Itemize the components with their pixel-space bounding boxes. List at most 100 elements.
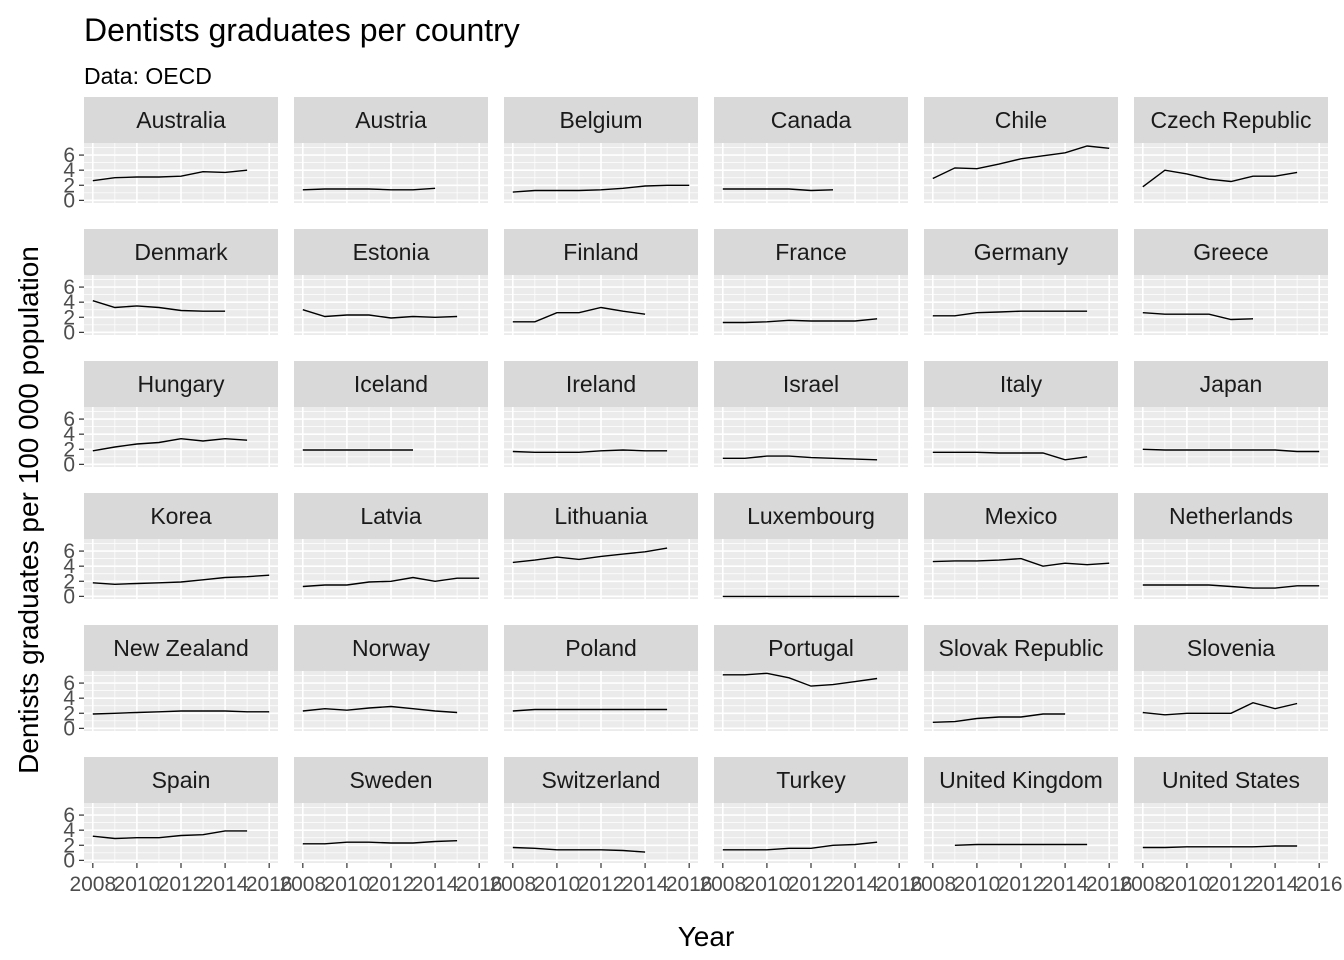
- facet-strip-label: New Zealand: [113, 635, 249, 661]
- facet-strip-label: Hungary: [138, 371, 225, 397]
- series-line: [92, 710, 270, 715]
- y-tick-label: 2: [63, 702, 75, 725]
- y-tick-label: 4: [63, 687, 75, 710]
- x-tick-label: 2014: [622, 873, 669, 896]
- facet-strip: [504, 625, 698, 671]
- x-tick-label: 2014: [412, 873, 459, 896]
- facet-strip: [924, 361, 1118, 407]
- facet-strip-label: United States: [1162, 767, 1300, 793]
- facet-panel: Norway: [294, 625, 488, 731]
- series-line: [92, 437, 248, 452]
- facet-strip-label: Iceland: [354, 371, 428, 397]
- y-tick-label: 6: [63, 408, 75, 431]
- x-tick-label: 2012: [998, 873, 1045, 896]
- series-line: [512, 184, 690, 193]
- series-line: [1142, 312, 1254, 321]
- x-tick-label: 2014: [1042, 873, 1089, 896]
- x-tick-label: 2016: [1296, 873, 1343, 896]
- facet-strip-label: Belgium: [559, 107, 642, 133]
- facet-strip-label: United Kingdom: [939, 767, 1103, 793]
- facet-strip: [1134, 493, 1328, 539]
- facet-strip: [714, 229, 908, 275]
- facet-strip-label: Mexico: [985, 503, 1058, 529]
- facet-strip-label: Denmark: [134, 239, 228, 265]
- y-tick-label: 4: [63, 819, 75, 842]
- y-axis-title: Dentists graduates per 100 000 populatio…: [13, 246, 44, 774]
- facet-strip-label: Czech Republic: [1150, 107, 1311, 133]
- series-line: [1142, 845, 1298, 849]
- x-tick-label: 2010: [744, 873, 791, 896]
- x-tick-label: 2014: [1252, 873, 1299, 896]
- facet-panel: Finland: [504, 229, 698, 335]
- y-tick-label: 2: [63, 834, 75, 857]
- facet-strip-label: Poland: [565, 635, 637, 661]
- y-tick-label: 4: [63, 159, 75, 182]
- facet-panel: Iceland: [294, 361, 488, 467]
- facet-strip-label: Spain: [152, 767, 211, 793]
- series-line: [932, 713, 1066, 723]
- x-tick-label: 2016: [246, 873, 293, 896]
- facet-strip: [714, 361, 908, 407]
- series-line: [512, 708, 668, 712]
- x-axis-title: Year: [678, 921, 735, 952]
- facet-strip-label: France: [775, 239, 847, 265]
- y-tick-label: 2: [63, 174, 75, 197]
- facet-panel: Mexico: [924, 493, 1118, 599]
- facet-strip: [84, 97, 278, 143]
- series-line: [722, 455, 878, 461]
- series-line: [722, 318, 878, 324]
- chart-subtitle: Data: OECD: [84, 63, 212, 89]
- x-tick-label: 2010: [324, 873, 371, 896]
- chart-title: Dentists graduates per country: [84, 12, 520, 48]
- y-tick-label: 2: [63, 438, 75, 461]
- facet-strip: [294, 361, 488, 407]
- facet-panel: Italy: [924, 361, 1118, 467]
- facet-strip: [924, 757, 1118, 803]
- series-line: [722, 188, 834, 192]
- facet-strip-label: Ireland: [566, 371, 636, 397]
- facet-strip: [504, 361, 698, 407]
- facet-strip-label: Portugal: [768, 635, 854, 661]
- facet-strip: [714, 625, 908, 671]
- facet-panel: Canada: [714, 97, 908, 203]
- y-tick-label: 0: [63, 189, 75, 212]
- facet-strip: [714, 757, 908, 803]
- series-line: [512, 449, 668, 453]
- facet-strip: [1134, 757, 1328, 803]
- facet-strip-label: Switzerland: [542, 767, 661, 793]
- facet-strip-label: Austria: [355, 107, 427, 133]
- facet-panel: Israel: [714, 361, 908, 467]
- facet-strip: [294, 625, 488, 671]
- facet-strip-label: Sweden: [349, 767, 432, 793]
- series-line: [512, 846, 646, 853]
- y-tick-label: 4: [63, 291, 75, 314]
- series-line: [722, 841, 878, 851]
- series-line: [1142, 701, 1298, 716]
- y-tick-label: 0: [63, 585, 75, 608]
- facet-strip-label: Turkey: [776, 767, 846, 793]
- x-tick-label: 2008: [69, 873, 116, 896]
- facet-strip: [84, 625, 278, 671]
- facet-strip-label: Korea: [150, 503, 212, 529]
- x-tick-label: 2014: [832, 873, 879, 896]
- facet-panel: Netherlands: [1134, 493, 1328, 599]
- facet-panel: Belgium: [504, 97, 698, 203]
- x-tick-label: 2016: [666, 873, 713, 896]
- facet-panel: Czech Republic: [1134, 97, 1328, 203]
- facet-strip: [714, 493, 908, 539]
- facet-strip-label: Luxembourg: [747, 503, 875, 529]
- series-line: [954, 843, 1088, 846]
- facet-strip-label: Netherlands: [1169, 503, 1293, 529]
- series-line: [92, 574, 270, 586]
- facet-strip-label: Finland: [563, 239, 638, 265]
- facet-strip: [924, 625, 1118, 671]
- x-tick-label: 2012: [788, 873, 835, 896]
- facet-strip-label: Slovak Republic: [939, 635, 1104, 661]
